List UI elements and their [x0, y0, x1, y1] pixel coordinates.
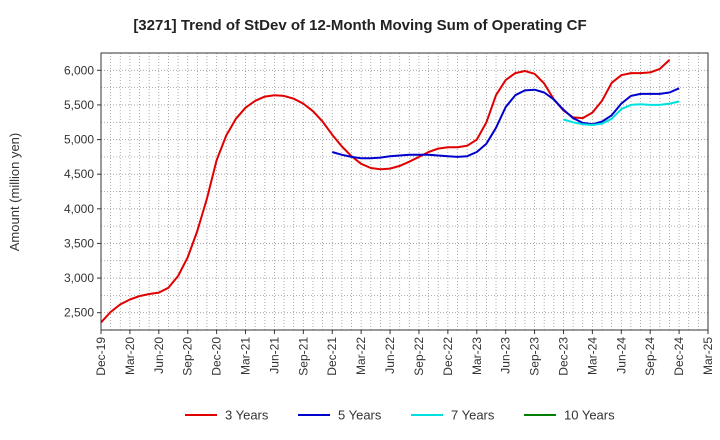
y-tick-label: 3,000	[64, 271, 94, 285]
plot-frame	[100, 52, 709, 331]
x-tick-label: Jun-23	[499, 337, 513, 374]
x-tick-label: Sep-23	[528, 337, 542, 376]
chart-title: [3271] Trend of StDev of 12-Month Moving…	[133, 17, 586, 34]
x-tick-label: Jun-20	[152, 337, 166, 374]
y-tick-label: 4,500	[64, 167, 94, 181]
legend: 3 Years 5 Years 7 Years 10 Years	[185, 408, 615, 423]
series-line-7-years	[563, 100, 680, 126]
x-tick-label: Dec-19	[94, 337, 108, 376]
series-lines	[100, 59, 680, 324]
x-tick-label: Mar-24	[585, 337, 599, 375]
legend-label: 10 Years	[564, 408, 615, 423]
grid-lines	[101, 53, 708, 330]
x-tick-label: Mar-22	[354, 337, 368, 375]
legend-label: 7 Years	[451, 408, 495, 423]
x-tick-label: Mar-23	[470, 337, 484, 375]
x-tick-labels: Dec-19 Mar-20 Jun-20 Sep-20 Dec-20 Mar-21 Jun-…	[94, 330, 715, 376]
x-tick-label: Mar-21	[239, 337, 253, 375]
series-line-3-years	[100, 59, 671, 324]
x-tick-label: Jun-21	[267, 337, 281, 374]
x-tick-label: Sep-22	[412, 337, 426, 376]
y-tick-label: 4,000	[64, 202, 94, 216]
x-tick-label: Sep-24	[643, 337, 657, 376]
series-line-5-years	[331, 87, 680, 160]
x-tick-label: Jun-22	[383, 337, 397, 374]
legend-label: 5 Years	[338, 408, 382, 423]
y-tick-label: 5,000	[64, 133, 94, 147]
y-tick-label: 2,500	[64, 306, 94, 320]
y-tick-label: 6,000	[64, 63, 94, 77]
x-tick-label: Jun-24	[614, 337, 628, 374]
x-tick-label: Dec-22	[441, 337, 455, 376]
x-tick-label: Dec-21	[325, 337, 339, 376]
x-tick-label: Dec-24	[672, 337, 686, 376]
x-tick-label: Dec-20	[210, 337, 224, 376]
x-tick-label: Mar-25	[701, 337, 715, 375]
y-tick-label: 3,500	[64, 236, 94, 250]
x-tick-label: Sep-20	[181, 337, 195, 376]
legend-label: 3 Years	[225, 408, 269, 423]
x-tick-label: Sep-21	[296, 337, 310, 376]
y-tick-label: 5,500	[64, 98, 94, 112]
x-tick-label: Dec-23	[556, 337, 570, 376]
y-axis-label: Amount (million yen)	[7, 133, 22, 252]
x-tick-label: Mar-20	[123, 337, 137, 375]
y-tick-labels: 2,500 3,000 3,500 4,000 4,500 5,000 5,500 6,000	[64, 63, 101, 320]
